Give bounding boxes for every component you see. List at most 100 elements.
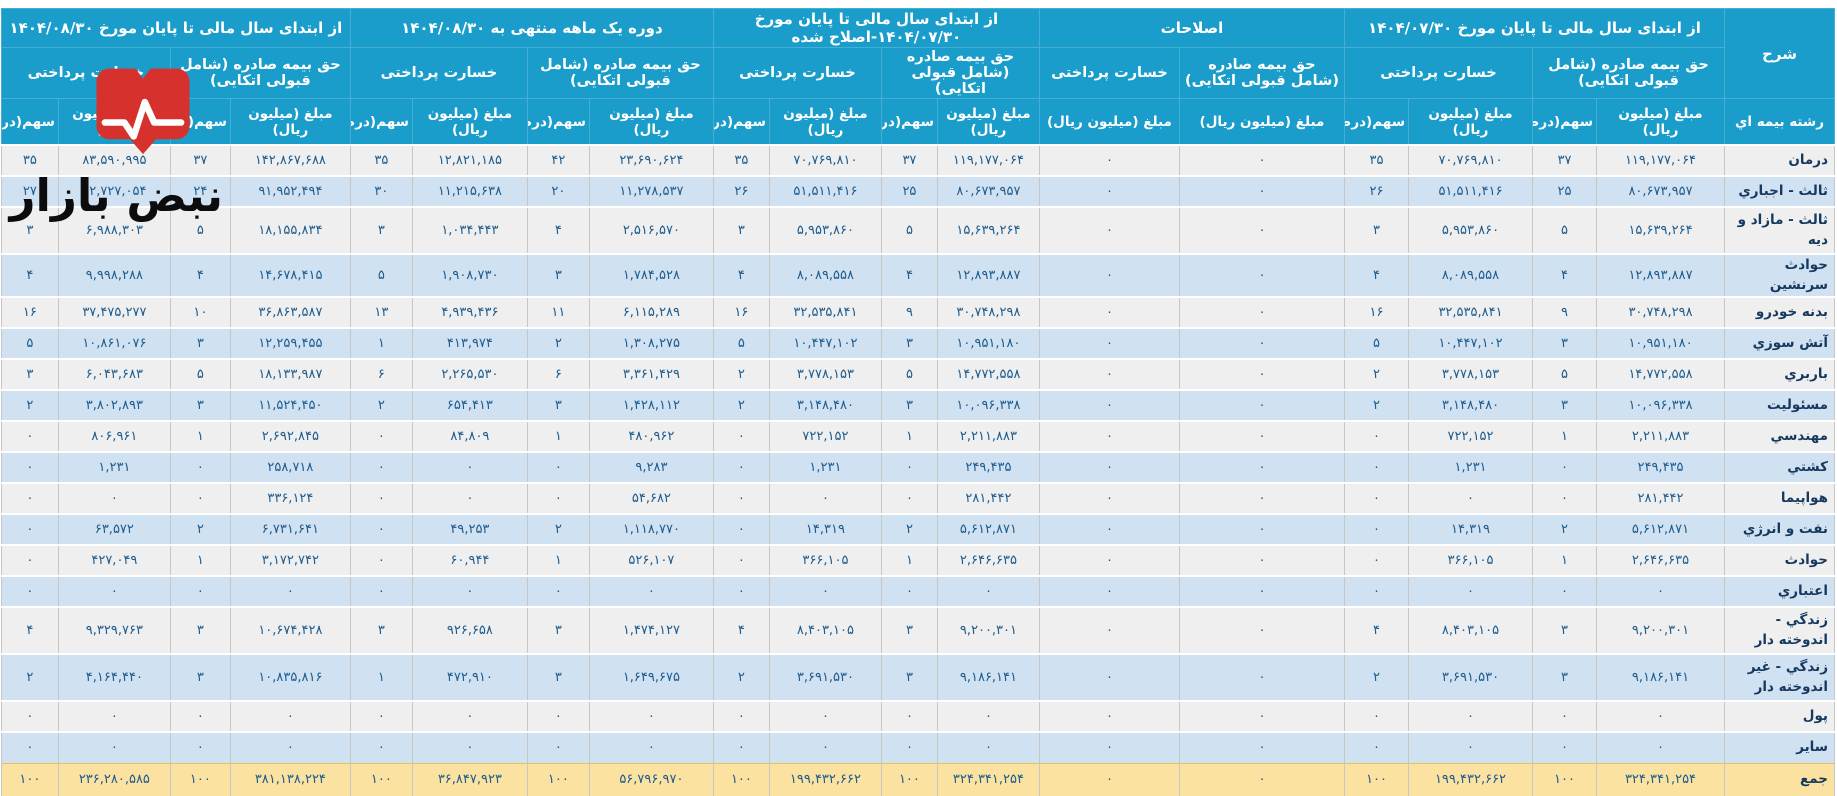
cell-ytd0830_loss_amount: ۹,۳۲۹,۷۶۳ — [58, 607, 170, 654]
cell-ytd0730_loss_share: ۲ — [1344, 359, 1408, 390]
cell-ytd0730_premium_share: ۰ — [1533, 732, 1597, 763]
cell-month_0830_premium_share: ۰ — [527, 483, 589, 514]
cell-ytd0830_loss_share: ۴ — [1, 254, 58, 297]
cell-month_0830_premium_amount: ۰ — [589, 576, 713, 607]
cell-ytd0830_premium_share: ۳ — [170, 390, 230, 421]
header-loss-share-3: سهم(درصد) — [350, 99, 412, 146]
cell-month_0830_premium_amount: ۱,۴۷۴,۱۲۷ — [589, 607, 713, 654]
cell-adjustments_loss_amount: ۰ — [1039, 421, 1179, 452]
cell-ytd0730_loss_amount: ۵,۹۵۳,۸۶۰ — [1409, 207, 1533, 254]
cell-adjustments_loss_amount: ۰ — [1039, 763, 1179, 796]
cell-ytd0830_loss_share: ۰ — [1, 452, 58, 483]
cell-month_0830_loss_share: ۱ — [350, 328, 412, 359]
cell-month_0830_loss_amount: ۴,۹۳۹,۴۳۶ — [412, 297, 527, 328]
cell-ytd0730_premium_amount: ۳۲۴,۳۴۱,۲۵۴ — [1597, 763, 1725, 796]
header-loss-amount-2: مبلغ (میلیون ریال) — [769, 99, 881, 146]
cell-month_0830_premium_share: ۶ — [527, 359, 589, 390]
cell-ytd0730_premium_share: ۰ — [1533, 452, 1597, 483]
row-label: باربري — [1725, 359, 1835, 390]
cell-ytd0730_premium_share: ۲ — [1533, 514, 1597, 545]
cell-month_0830_loss_amount: ۰ — [412, 452, 527, 483]
cell-ytd0830_premium_amount: ۲۵۸,۷۱۸ — [230, 452, 350, 483]
cell-month_0830_premium_amount: ۱,۷۸۴,۵۲۸ — [589, 254, 713, 297]
row-label: مهندسي — [1725, 421, 1835, 452]
cell-ytd0730_premium_share: ۵ — [1533, 359, 1597, 390]
cell-ytd0830_loss_share: ۱۶ — [1, 297, 58, 328]
cell-ytd0730_adjusted_premium_amount: ۱۰,۹۵۱,۱۸۰ — [937, 328, 1039, 359]
cell-ytd0730_adjusted_premium_amount: ۳۲۴,۳۴۱,۲۵۴ — [937, 763, 1039, 796]
header-group-3: دوره یک ماهه منتهی به ۱۴۰۴/۰۸/۳۰ — [350, 9, 713, 48]
cell-adjustments_loss_amount: ۰ — [1039, 254, 1179, 297]
cell-month_0830_loss_share: ۰ — [350, 701, 412, 732]
cell-ytd0730_loss_amount: ۸,۴۰۳,۱۰۵ — [1409, 607, 1533, 654]
cell-month_0830_premium_share: ۱ — [527, 545, 589, 576]
cell-ytd0730_loss_amount: ۷۲۲,۱۵۲ — [1409, 421, 1533, 452]
cell-ytd0830_loss_amount: ۱,۲۳۱ — [58, 452, 170, 483]
cell-month_0830_premium_amount: ۵۶,۷۹۶,۹۷۰ — [589, 763, 713, 796]
cell-ytd0730_adjusted_loss_amount: ۰ — [769, 483, 881, 514]
cell-ytd0730_adjusted_premium_share: ۰ — [881, 576, 937, 607]
row-label: هواپیما — [1725, 483, 1835, 514]
cell-ytd0730_adjusted_premium_amount: ۱۱۹,۱۷۷,۰۶۴ — [937, 145, 1039, 176]
cell-ytd0730_loss_amount: ۳,۷۷۸,۱۵۳ — [1409, 359, 1533, 390]
header-premium-amount-0: مبلغ (میلیون ریال) — [1597, 99, 1725, 146]
cell-month_0830_loss_share: ۵ — [350, 254, 412, 297]
cell-month_0830_premium_amount: ۶,۱۱۵,۲۸۹ — [589, 297, 713, 328]
cell-month_0830_premium_share: ۳ — [527, 607, 589, 654]
cell-ytd0830_loss_share: ۳ — [1, 359, 58, 390]
cell-month_0830_premium_share: ۰ — [527, 452, 589, 483]
cell-month_0830_loss_share: ۳ — [350, 207, 412, 254]
cell-ytd0830_loss_amount: ۳۷,۴۷۵,۲۷۷ — [58, 297, 170, 328]
header-loss-share-2: سهم(درصد) — [713, 99, 769, 146]
cell-month_0830_loss_amount: ۰ — [412, 483, 527, 514]
cell-ytd0830_loss_share: ۰ — [1, 483, 58, 514]
cell-ytd0730_premium_amount: ۱۱۹,۱۷۷,۰۶۴ — [1597, 145, 1725, 176]
header-premium-0: حق بیمه صادره (شامل قبولی اتکایی) — [1533, 48, 1725, 99]
cell-ytd0730_adjusted_premium_share: ۱ — [881, 545, 937, 576]
cell-month_0830_loss_amount: ۴۹,۲۵۳ — [412, 514, 527, 545]
cell-ytd0730_adjusted_loss_share: ۵ — [713, 328, 769, 359]
cell-month_0830_premium_share: ۲۰ — [527, 176, 589, 207]
cell-adjustments_premium_amount: ۰ — [1179, 483, 1344, 514]
header-premium-amount-2: مبلغ (میلیون ریال) — [937, 99, 1039, 146]
cell-ytd0730_adjusted_loss_amount: ۰ — [769, 701, 881, 732]
cell-adjustments_premium_amount: ۰ — [1179, 207, 1344, 254]
header-loss-4: خسارت پرداختی — [1, 48, 170, 99]
cell-month_0830_premium_share: ۳ — [527, 654, 589, 701]
cell-ytd0830_premium_share: ۳ — [170, 328, 230, 359]
cell-ytd0730_loss_amount: ۰ — [1409, 732, 1533, 763]
cell-ytd0730_premium_amount: ۹,۱۸۶,۱۴۱ — [1597, 654, 1725, 701]
cell-ytd0730_premium_amount: ۱۰,۰۹۶,۳۳۸ — [1597, 390, 1725, 421]
cell-month_0830_premium_share: ۲ — [527, 328, 589, 359]
cell-ytd0730_adjusted_premium_share: ۳ — [881, 328, 937, 359]
cell-ytd0830_loss_amount: ۰ — [58, 701, 170, 732]
cell-ytd0730_premium_share: ۹ — [1533, 297, 1597, 328]
cell-ytd0730_adjusted_premium_amount: ۱۴,۷۷۲,۵۵۸ — [937, 359, 1039, 390]
row-label: ثالث - مازاد و دیه — [1725, 207, 1835, 254]
cell-ytd0730_premium_amount: ۵,۶۱۲,۸۷۱ — [1597, 514, 1725, 545]
cell-ytd0730_adjusted_loss_share: ۴ — [713, 607, 769, 654]
cell-adjustments_premium_amount: ۰ — [1179, 607, 1344, 654]
cell-ytd0730_adjusted_loss_amount: ۱۹۹,۴۳۲,۶۶۲ — [769, 763, 881, 796]
cell-ytd0730_adjusted_loss_share: ۲۶ — [713, 176, 769, 207]
cell-month_0830_loss_share: ۰ — [350, 576, 412, 607]
cell-ytd0730_premium_amount: ۸۰,۶۷۳,۹۵۷ — [1597, 176, 1725, 207]
cell-ytd0830_premium_amount: ۰ — [230, 576, 350, 607]
cell-ytd0730_adjusted_premium_share: ۳ — [881, 390, 937, 421]
cell-adjustments_premium_amount: ۰ — [1179, 514, 1344, 545]
cell-month_0830_premium_share: ۰ — [527, 701, 589, 732]
cell-month_0830_premium_amount: ۱۱,۲۷۸,۵۳۷ — [589, 176, 713, 207]
cell-ytd0830_loss_share: ۳۵ — [1, 145, 58, 176]
cell-ytd0730_adjusted_premium_share: ۴ — [881, 254, 937, 297]
cell-ytd0730_adjusted_premium_share: ۵ — [881, 207, 937, 254]
cell-ytd0730_adjusted_premium_share: ۰ — [881, 732, 937, 763]
cell-ytd0830_loss_amount: ۱۰,۸۶۱,۰۷۶ — [58, 328, 170, 359]
cell-ytd0730_adjusted_loss_share: ۰ — [713, 701, 769, 732]
cell-ytd0730_premium_share: ۴ — [1533, 254, 1597, 297]
cell-ytd0730_premium_share: ۳ — [1533, 654, 1597, 701]
cell-ytd0730_adjusted_loss_share: ۰ — [713, 483, 769, 514]
